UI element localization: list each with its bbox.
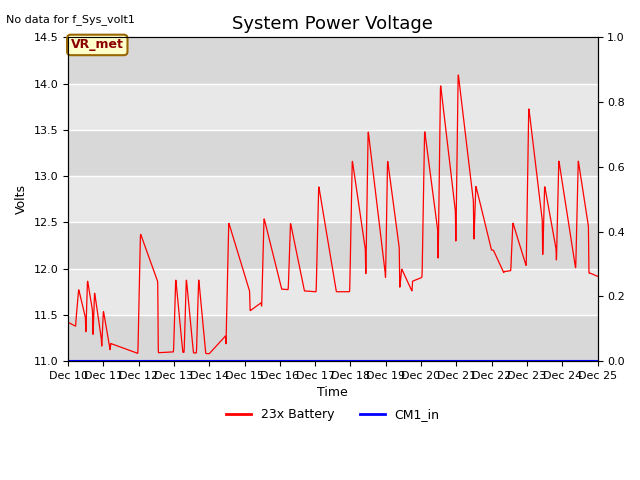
Text: No data for f_Sys_volt1: No data for f_Sys_volt1 [6,14,135,25]
Title: System Power Voltage: System Power Voltage [232,15,433,33]
Bar [68,269,598,315]
Bar [68,315,598,361]
Text: VR_met: VR_met [71,38,124,51]
X-axis label: Time: Time [317,386,348,399]
Bar [68,176,598,222]
Legend: 23x Battery, CM1_in: 23x Battery, CM1_in [221,403,445,426]
Y-axis label: Volts: Volts [15,184,28,214]
Bar [68,222,598,269]
Bar [68,37,598,84]
Bar [68,84,598,130]
Bar [68,130,598,176]
